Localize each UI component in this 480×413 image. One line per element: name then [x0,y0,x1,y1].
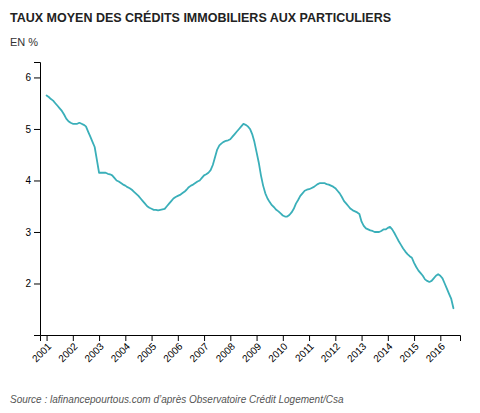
tick-label: 2013 [345,340,369,364]
tick-mark [335,335,336,341]
tick-mark [125,335,126,341]
y-tick: 4 [25,175,40,186]
x-tick: 2014 [371,335,395,364]
x-tick: 2008 [214,335,238,364]
tick-label: 3 [25,227,31,238]
tick-mark [388,335,389,341]
y-tick: 5 [25,124,40,135]
x-tick: 2010 [266,335,290,364]
tick-label: 2012 [319,340,343,364]
y-axis-label: EN % [10,36,38,48]
marks [47,95,454,308]
chart-svg: TAUX MOYEN DES CRÉDITS IMMOBILIERS AUX P… [0,0,480,413]
tick-label: 5 [25,124,31,135]
tick-label: 2007 [187,340,211,364]
y-tick: 6 [25,72,40,83]
tick-label: 2008 [214,340,238,364]
tick-mark [152,335,153,341]
tick-mark [34,129,40,130]
x-tick: 2012 [319,335,343,364]
tick-mark [73,335,74,341]
axis-line [34,63,41,336]
tick-label: 2001 [30,340,54,364]
x-tick: 2013 [345,335,369,364]
tick-mark [178,335,179,341]
tick-mark [34,77,40,78]
tick-label: 2014 [371,340,395,364]
x-tick: 2009 [240,335,264,364]
y-tick: 3 [25,227,40,238]
tick-mark [99,335,100,341]
tick-label: 2015 [397,340,421,364]
tick-mark [257,335,258,341]
tick-label: 2004 [109,340,133,364]
tick-mark [283,335,284,341]
source: Source : lafinancepourtous.com d’après O… [10,394,344,405]
tick-label: 6 [25,72,31,83]
x-axis: 2001200220032004200520062007200820092010… [30,335,461,364]
x-tick: 2015 [397,335,421,364]
x-tick: 2001 [30,335,54,364]
tick-label: 2 [25,278,31,289]
y-tick: 2 [25,278,40,289]
x-tick: 2002 [56,335,80,364]
tick-mark [414,335,415,341]
x-tick: 2003 [82,335,106,364]
tick-label: 2010 [266,340,290,364]
y-axis: 2 3 4 5 6 [25,63,40,336]
chart-container: TAUX MOYEN DES CRÉDITS IMMOBILIERS AUX P… [0,0,480,413]
title: TAUX MOYEN DES CRÉDITS IMMOBILIERS AUX P… [10,10,391,25]
axis-line [41,336,461,342]
tick-mark [230,335,231,341]
x-tick: 2011 [293,335,316,364]
x-tick: 2005 [135,335,159,364]
tick-mark [34,180,40,181]
x-tick: 2004 [109,335,133,364]
tick-mark [204,335,205,341]
x-tick: 2007 [187,335,211,364]
tick-mark [34,232,40,233]
tick-label: 2002 [56,340,80,364]
line [47,95,454,308]
tick-mark [47,335,48,341]
plot-area: 2001200220032004200520062007200820092010… [25,63,460,365]
x-tick: 2006 [161,335,185,364]
tick-label: 2009 [240,340,264,364]
tick-mark [440,335,441,341]
x-tick: 2016 [424,335,448,364]
tick-label: 2006 [161,340,185,364]
tick-mark [362,335,363,341]
tick-label: 2003 [82,340,106,364]
tick-label: 2011 [293,340,316,363]
tick-mark [34,283,40,284]
tick-label: 2005 [135,340,159,364]
tick-mark [309,335,310,341]
tick-label: 2016 [424,340,448,364]
tick-label: 4 [25,175,31,186]
